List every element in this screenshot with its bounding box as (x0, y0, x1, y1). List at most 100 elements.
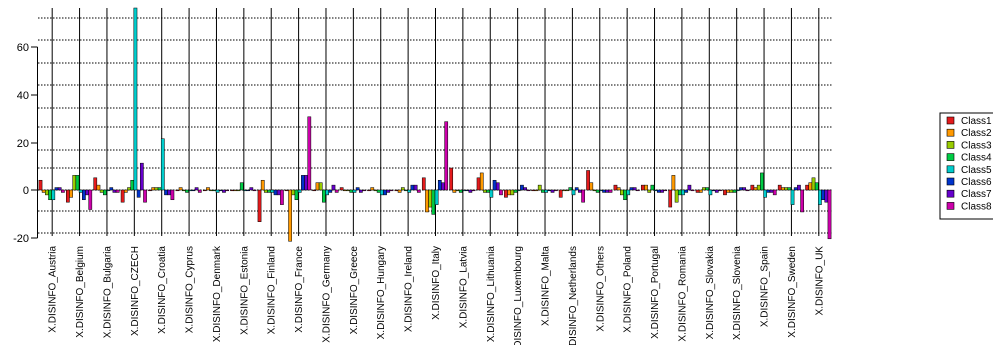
bar-class7 (249, 187, 254, 191)
bar-class5 (243, 189, 247, 192)
bar-class8 (389, 189, 394, 192)
bar-class4 (787, 187, 792, 191)
bar-class6 (793, 187, 798, 191)
x-axis-labels: X.DISINFO_Austria X.DISINFO_Belgium X.DISI… (48, 245, 826, 345)
bar-class3 (154, 187, 159, 191)
legend-label: Class1 (961, 116, 992, 127)
bar-class1 (93, 177, 98, 191)
x-tick-label: X.DISINFO_Ireland (404, 246, 415, 332)
bar-class1 (586, 170, 590, 191)
bar-class2 (507, 189, 511, 196)
bar-class3 (756, 184, 761, 191)
bar-class7 (441, 182, 445, 191)
bar-class3 (99, 189, 104, 193)
bar-class2 (781, 187, 785, 191)
bar-class1 (202, 189, 207, 192)
bar-class4 (705, 187, 710, 191)
bar-class5 (489, 189, 494, 198)
bar-class5 (352, 189, 357, 193)
bar-class2 (96, 184, 101, 191)
bar-class5 (626, 189, 631, 196)
bar-class7 (304, 175, 308, 191)
bar-class1 (476, 177, 481, 191)
x-tick-label: X.DISINFO_Denmark (212, 245, 223, 342)
bar-class8 (88, 189, 93, 210)
bar-class5 (790, 189, 795, 205)
x-tick-label: X.DISINFO_CZECH (130, 246, 141, 336)
bar-class2 (726, 189, 731, 193)
bar-class6 (711, 189, 716, 192)
bar-class2 (370, 187, 375, 191)
bar-class7 (797, 184, 801, 191)
bar-class8 (225, 189, 230, 192)
bar-class6 (629, 187, 634, 191)
bar-class2 (616, 187, 621, 191)
bar-class2 (343, 189, 347, 192)
bar-class5 (51, 189, 56, 201)
bar-class6 (136, 189, 141, 198)
bar-class5 (571, 189, 576, 196)
bar-class5 (407, 189, 412, 193)
x-tick-label: X.DISINFO_Belgium (75, 246, 86, 338)
bar-class8 (827, 189, 832, 240)
bar-class6 (355, 187, 360, 191)
x-tick-label: X.DISINFO_Luxembourg (513, 246, 524, 345)
legend-label: Class7 (961, 189, 992, 200)
bar-class1 (257, 189, 262, 222)
legend-label: Class5 (961, 165, 992, 176)
bar-class7 (660, 189, 664, 193)
bar-class7 (687, 184, 692, 191)
x-tick-label: X.DISINFO_UK (814, 246, 825, 316)
bar-class6 (328, 189, 333, 193)
bar-class3 (264, 189, 268, 193)
bar-class3 (455, 189, 460, 192)
bar-class2 (452, 189, 457, 193)
bar-class5 (297, 189, 302, 193)
bar-class5 (516, 189, 521, 192)
x-tick-label: X.DISINFO_Spain (760, 246, 771, 327)
bar-class6 (410, 184, 415, 191)
bar-class4 (513, 189, 518, 193)
x-tick-label: X.DISINFO_Greece (349, 246, 360, 335)
bar-class6 (273, 189, 278, 196)
bar-class5 (544, 189, 548, 193)
bar-class1 (668, 189, 673, 208)
bar-class2 (671, 175, 676, 191)
bar-class6 (218, 189, 223, 192)
bar-class7 (222, 189, 226, 193)
bar-class7 (359, 189, 363, 193)
legend-label: Class8 (961, 201, 992, 212)
bar-class3 (702, 187, 706, 191)
bar-class5 (188, 189, 193, 192)
bar-class4 (349, 189, 354, 193)
bar-class8 (280, 189, 284, 205)
bar-class7 (769, 189, 774, 193)
bar-class1 (66, 189, 70, 203)
bar-class1 (38, 179, 43, 191)
bar-class2 (753, 187, 758, 191)
x-tick-label: X.DISINFO_Cyprus (185, 246, 196, 333)
bar-class8 (636, 189, 640, 192)
bar-class3 (181, 189, 186, 192)
bar-class3 (674, 189, 679, 203)
bar-class8 (718, 189, 722, 192)
bar-class1 (640, 184, 645, 191)
bar-class2 (288, 189, 292, 242)
x-tick-label: X.DISINFO_Croatia (157, 246, 168, 334)
bar-class5 (599, 189, 603, 192)
bar-class5 (708, 189, 713, 196)
bar-class7 (167, 189, 172, 196)
bar-class1 (312, 189, 317, 192)
x-tick-label: X.DISINFO_Sweden (787, 246, 798, 338)
bar-class2 (808, 182, 813, 191)
bar-class2 (260, 179, 265, 191)
bar-class8 (252, 189, 257, 192)
bar-class2 (562, 189, 566, 192)
bar-class7 (139, 162, 144, 191)
bar-class7 (276, 189, 281, 196)
bar-class6 (191, 189, 196, 192)
legend-swatch (946, 141, 955, 149)
bar-class3 (510, 189, 515, 196)
bar-class7 (194, 187, 199, 191)
